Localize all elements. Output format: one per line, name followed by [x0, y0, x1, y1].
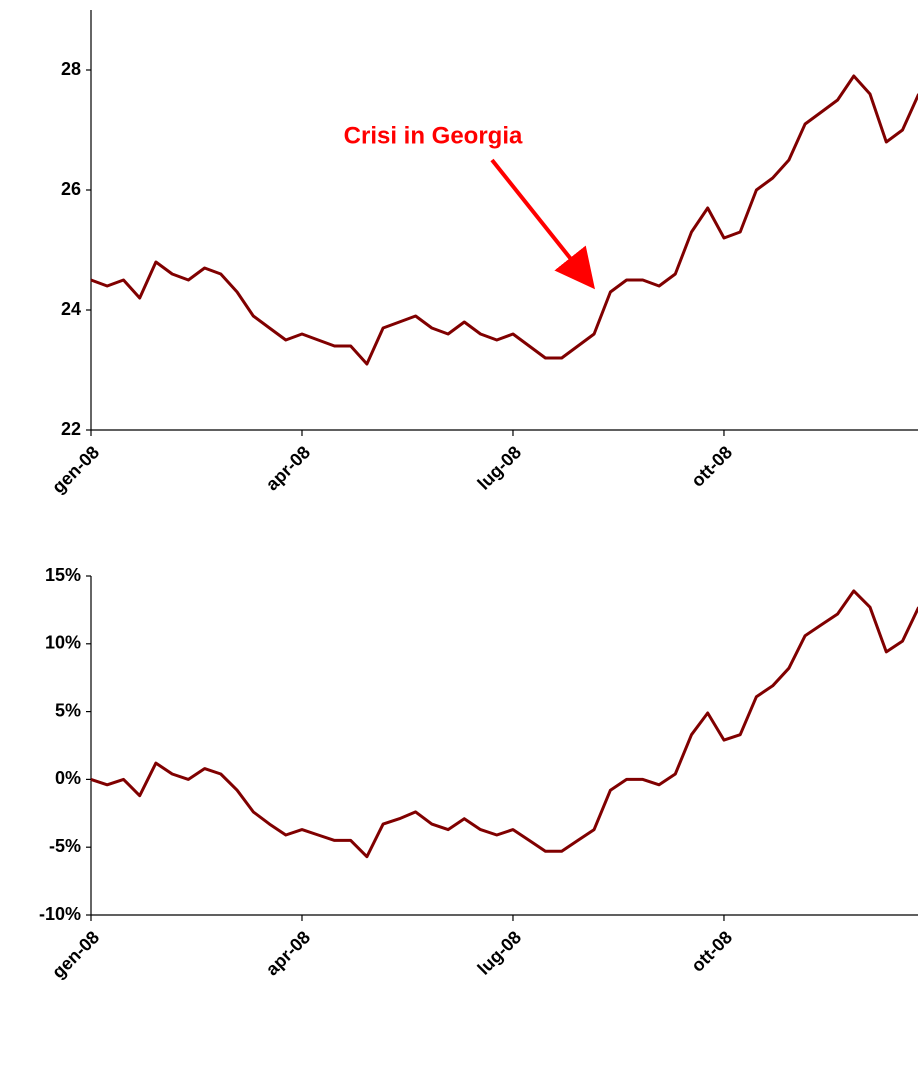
data-line: [90, 74, 918, 366]
x-tick-label: apr-08: [262, 927, 314, 979]
y-tick-label: 10%: [45, 633, 81, 653]
x-tick-label: ott-08: [687, 927, 736, 976]
x-tick-label: lug-08: [474, 927, 526, 979]
x-tick-label: gen-08: [48, 442, 103, 497]
data-line: [90, 589, 918, 859]
y-tick-label: 26: [61, 179, 81, 199]
x-tick-label: lug-08: [474, 442, 526, 494]
y-tick-label: 28: [61, 59, 81, 79]
annotation-arrow: [490, 158, 595, 290]
x-tick-label: ott-08: [687, 442, 736, 491]
annotation: Crisi in Georgia: [344, 122, 523, 149]
y-tick-label: 0%: [55, 768, 81, 788]
y-tick-label: -10%: [39, 904, 81, 924]
x-tick-label: apr-08: [262, 442, 314, 494]
y-tick-label: -5%: [49, 836, 81, 856]
y-tick-label: 15%: [45, 565, 81, 585]
x-tick-label: gen-08: [48, 927, 103, 982]
y-tick-label: 5%: [55, 700, 81, 720]
y-tick-label: 24: [61, 299, 81, 319]
y-tick-label: 22: [61, 419, 81, 439]
